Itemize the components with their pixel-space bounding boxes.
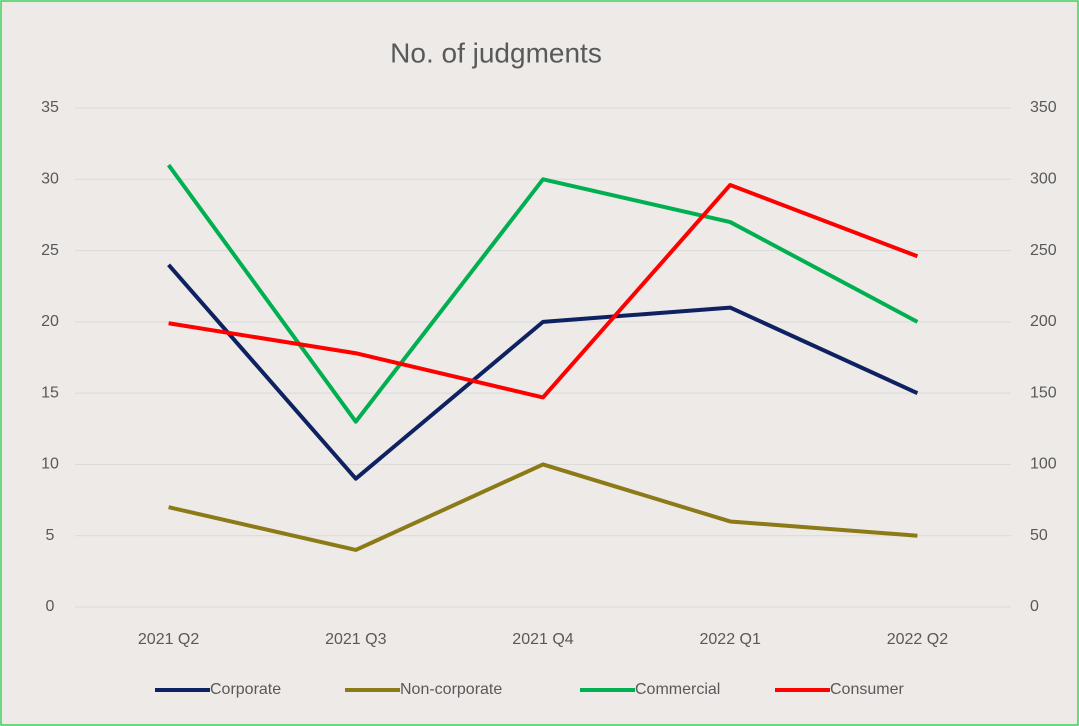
x-tick-label: 2021 Q3 bbox=[325, 631, 386, 648]
y2-tick-label: 100 bbox=[1030, 456, 1057, 473]
y-tick-label: 35 bbox=[41, 99, 59, 116]
y-tick-label: 10 bbox=[41, 456, 59, 473]
y-tick-label: 5 bbox=[46, 527, 55, 544]
y2-tick-label: 200 bbox=[1030, 313, 1057, 330]
chart-title: No. of judgments bbox=[390, 37, 602, 68]
y-tick-label: 20 bbox=[41, 313, 59, 330]
legend-label: Corporate bbox=[210, 681, 281, 698]
y2-tick-label: 0 bbox=[1030, 598, 1039, 615]
y-tick-label: 15 bbox=[41, 384, 59, 401]
y2-tick-label: 300 bbox=[1030, 171, 1057, 188]
y2-tick-label: 50 bbox=[1030, 527, 1048, 544]
y2-tick-label: 250 bbox=[1030, 242, 1057, 259]
x-tick-label: 2022 Q2 bbox=[887, 631, 948, 648]
legend-label: Commercial bbox=[635, 681, 720, 698]
series-line bbox=[166, 163, 919, 424]
y-tick-label: 0 bbox=[46, 598, 55, 615]
series-line bbox=[168, 462, 918, 552]
series-line bbox=[167, 263, 919, 481]
legend-label: Consumer bbox=[830, 681, 904, 698]
series-line bbox=[168, 182, 919, 400]
x-tick-label: 2021 Q4 bbox=[512, 631, 573, 648]
y2-tick-label: 150 bbox=[1030, 384, 1057, 401]
y-tick-label: 30 bbox=[41, 171, 59, 188]
y-tick-label: 25 bbox=[41, 242, 59, 259]
x-tick-label: 2022 Q1 bbox=[700, 631, 761, 648]
x-tick-label: 2021 Q2 bbox=[138, 631, 199, 648]
y2-tick-label: 350 bbox=[1030, 99, 1057, 116]
legend-label: Non-corporate bbox=[400, 681, 502, 698]
